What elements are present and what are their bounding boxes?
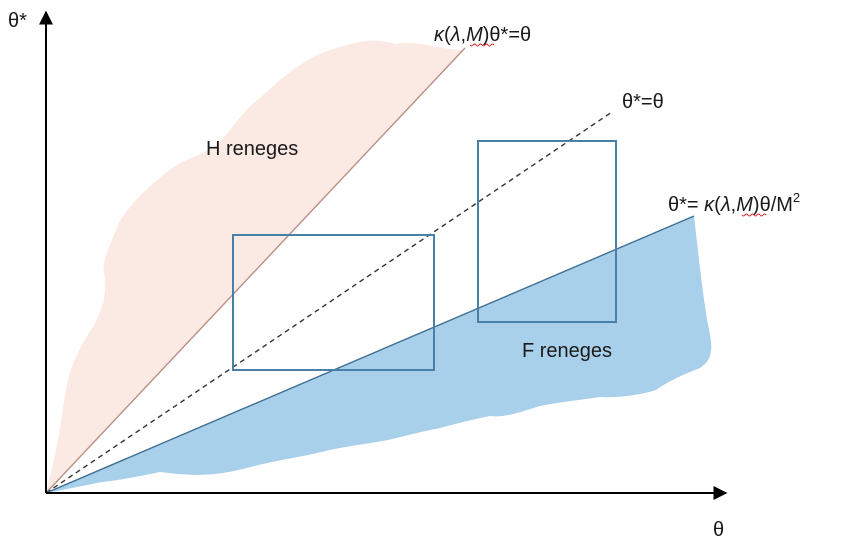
rectangle-right <box>477 140 617 323</box>
y-axis-label: θ* <box>8 10 27 32</box>
upper-line-label: κ(λ,M)θ*=θ <box>434 24 531 46</box>
lower-line-label: θ*= κ(λ,M)θ/M2 <box>668 190 800 216</box>
lower-boundary-line <box>45 215 695 494</box>
spellcheck-squiggle-lower <box>741 213 767 217</box>
h-reneges-region <box>46 40 463 493</box>
spellcheck-squiggle-upper <box>469 43 495 47</box>
h-reneges-label: H reneges <box>206 138 298 160</box>
f-reneges-region <box>46 216 712 493</box>
diagonal-line <box>45 111 613 494</box>
x-axis-label: θ <box>713 519 724 541</box>
f-reneges-label: F reneges <box>522 340 612 362</box>
diagonal-line-label: θ*=θ <box>622 91 664 113</box>
rectangle-left <box>232 234 435 371</box>
upper-boundary-line <box>45 47 466 494</box>
